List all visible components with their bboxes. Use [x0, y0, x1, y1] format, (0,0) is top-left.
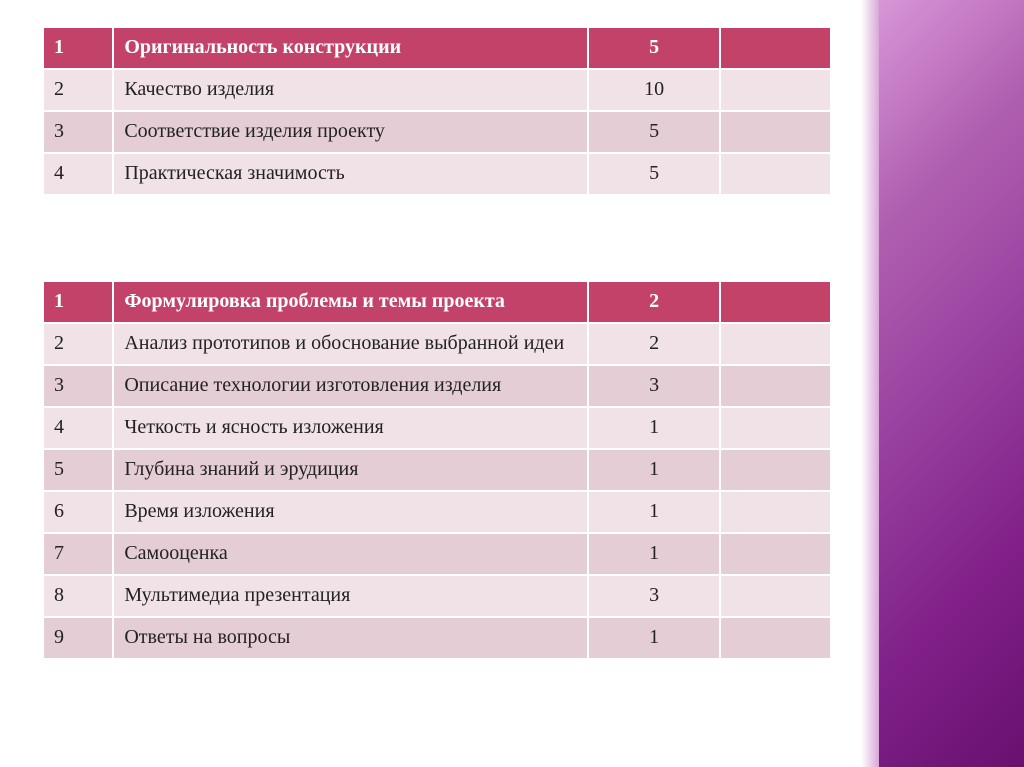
cell-desc: Четкость и ясность изложения	[114, 408, 586, 448]
cell-num: 4	[44, 154, 112, 194]
header-empty	[721, 282, 830, 322]
cell-empty	[721, 450, 830, 490]
cell-empty	[721, 366, 830, 406]
header-num: 1	[44, 282, 112, 322]
cell-score: 3	[589, 576, 720, 616]
cell-empty	[721, 324, 830, 364]
cell-score: 5	[589, 154, 720, 194]
header-score: 5	[589, 28, 720, 68]
cell-empty	[721, 576, 830, 616]
cell-score: 10	[589, 70, 720, 110]
cell-score: 1	[589, 450, 720, 490]
cell-desc: Описание технологии изготовления изделия	[114, 366, 586, 406]
table-row: 2 Анализ прототипов и обоснование выбран…	[44, 324, 830, 364]
slide-content: 1 Оригинальность конструкции 5 2 Качеств…	[0, 0, 820, 660]
table-row: 8 Мультимедиа презентация 3	[44, 576, 830, 616]
header-desc: Оригинальность конструкции	[114, 28, 586, 68]
cell-desc: Самооценка	[114, 534, 586, 574]
cell-num: 8	[44, 576, 112, 616]
cell-empty	[721, 534, 830, 574]
cell-num: 2	[44, 324, 112, 364]
cell-desc: Время изложения	[114, 492, 586, 532]
side-gradient	[879, 0, 1024, 767]
header-num: 1	[44, 28, 112, 68]
table-row: 3 Описание технологии изготовления издел…	[44, 366, 830, 406]
cell-num: 2	[44, 70, 112, 110]
table-row: 4 Практическая значимость 5	[44, 154, 830, 194]
criteria-table-1: 1 Оригинальность конструкции 5 2 Качеств…	[42, 26, 832, 196]
table-row: 9 Ответы на вопросы 1	[44, 618, 830, 658]
cell-score: 5	[589, 112, 720, 152]
cell-desc: Мультимедиа презентация	[114, 576, 586, 616]
cell-score: 2	[589, 324, 720, 364]
cell-score: 1	[589, 618, 720, 658]
table-row: 2 Качество изделия 10	[44, 70, 830, 110]
cell-num: 3	[44, 112, 112, 152]
cell-score: 1	[589, 534, 720, 574]
cell-score: 3	[589, 366, 720, 406]
cell-empty	[721, 408, 830, 448]
cell-empty	[721, 618, 830, 658]
cell-empty	[721, 112, 830, 152]
cell-desc: Ответы на вопросы	[114, 618, 586, 658]
table-row: 4 Четкость и ясность изложения 1	[44, 408, 830, 448]
table-row: 3 Соответствие изделия проекту 5	[44, 112, 830, 152]
cell-desc: Практическая значимость	[114, 154, 586, 194]
cell-desc: Глубина знаний и эрудиция	[114, 450, 586, 490]
cell-score: 1	[589, 492, 720, 532]
cell-empty	[721, 70, 830, 110]
cell-empty	[721, 492, 830, 532]
table-header-row: 1 Формулировка проблемы и темы проекта 2	[44, 282, 830, 322]
cell-desc: Анализ прототипов и обоснование выбранно…	[114, 324, 586, 364]
header-empty	[721, 28, 830, 68]
header-desc: Формулировка проблемы и темы проекта	[114, 282, 586, 322]
table-header-row: 1 Оригинальность конструкции 5	[44, 28, 830, 68]
cell-num: 4	[44, 408, 112, 448]
table-row: 6 Время изложения 1	[44, 492, 830, 532]
criteria-table-2: 1 Формулировка проблемы и темы проекта 2…	[42, 280, 832, 660]
table-row: 7 Самооценка 1	[44, 534, 830, 574]
cell-num: 7	[44, 534, 112, 574]
cell-score: 1	[589, 408, 720, 448]
cell-desc: Качество изделия	[114, 70, 586, 110]
cell-num: 6	[44, 492, 112, 532]
cell-num: 3	[44, 366, 112, 406]
cell-num: 9	[44, 618, 112, 658]
cell-empty	[721, 154, 830, 194]
header-score: 2	[589, 282, 720, 322]
table-row: 5 Глубина знаний и эрудиция 1	[44, 450, 830, 490]
cell-num: 5	[44, 450, 112, 490]
cell-desc: Соответствие изделия проекту	[114, 112, 586, 152]
